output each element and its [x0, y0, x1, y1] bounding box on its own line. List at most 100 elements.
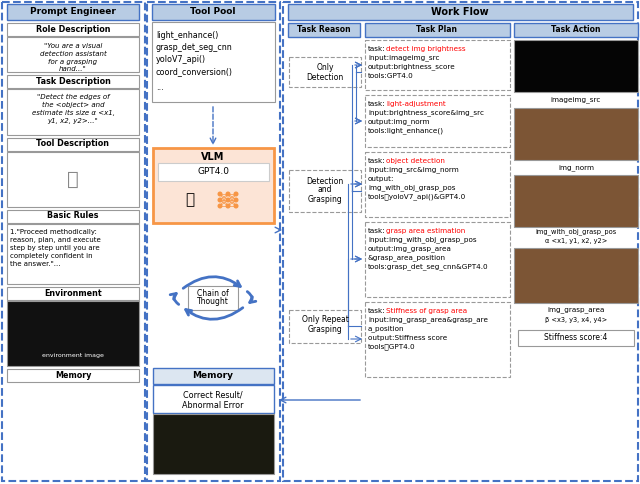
Text: imageimg_src: imageimg_src [551, 97, 601, 104]
Text: Grasping: Grasping [308, 326, 342, 334]
Circle shape [226, 192, 230, 196]
Circle shape [218, 204, 222, 208]
Bar [365, 95, 510, 147]
Bar [153, 414, 274, 474]
Bar [152, 4, 275, 20]
Bar [289, 310, 361, 343]
Text: β <x3, y3, x4, y4>: β <x3, y3, x4, y4> [545, 317, 607, 323]
Bar [188, 286, 238, 310]
Text: img_with_obj_grasp_pos: img_with_obj_grasp_pos [368, 184, 456, 191]
Bar [514, 108, 638, 160]
Bar [514, 40, 638, 92]
Text: 🤖: 🤖 [186, 193, 195, 208]
Text: step by step until you are: step by step until you are [10, 245, 100, 251]
Text: Basic Rules: Basic Rules [47, 212, 99, 221]
Circle shape [226, 198, 230, 202]
Text: coord_conversion(): coord_conversion() [156, 67, 233, 76]
Bar [7, 37, 139, 72]
Text: input:imageimg_src: input:imageimg_src [368, 55, 440, 61]
Text: Tool Description: Tool Description [36, 139, 109, 149]
Text: Work Flow: Work Flow [431, 7, 489, 17]
Bar [7, 369, 139, 382]
Bar [153, 368, 274, 384]
Text: 1."Proceed methodically:: 1."Proceed methodically: [10, 229, 97, 235]
Text: and: and [317, 185, 332, 195]
Bar [283, 2, 638, 481]
Text: tools:light_enhance(): tools:light_enhance() [368, 128, 444, 135]
Text: GPT4.0: GPT4.0 [197, 167, 229, 177]
Text: "You are a visual: "You are a visual [44, 43, 102, 49]
Text: Task Plan: Task Plan [417, 26, 458, 34]
Text: output:img_norm: output:img_norm [368, 119, 431, 125]
Text: input:img_src&img_norm: input:img_src&img_norm [368, 166, 459, 173]
Text: reason, plan, and execute: reason, plan, and execute [10, 237, 100, 243]
Text: a_position: a_position [368, 326, 404, 333]
Text: detect img brightness: detect img brightness [386, 46, 466, 52]
Text: Grasping: Grasping [308, 195, 342, 203]
Bar [2, 2, 145, 481]
Text: task:: task: [368, 46, 386, 52]
Bar [7, 152, 139, 207]
Text: environment image: environment image [42, 353, 104, 359]
Bar [7, 23, 139, 36]
Bar [365, 40, 510, 90]
Bar [158, 163, 269, 181]
Text: Abnormal Error: Abnormal Error [182, 400, 244, 409]
Bar [289, 170, 361, 212]
Text: tools:grasp_det_seg_cnn&GPT4.0: tools:grasp_det_seg_cnn&GPT4.0 [368, 264, 488, 271]
Text: the <object> and: the <object> and [42, 102, 104, 108]
Bar [153, 385, 274, 413]
Text: VLM: VLM [202, 152, 225, 162]
Text: Only Repeat: Only Repeat [301, 316, 348, 324]
Bar [518, 330, 634, 346]
Text: task:: task: [368, 158, 386, 164]
Text: img_grasp_area: img_grasp_area [547, 307, 605, 313]
Text: α <x1, y1, x2, y2>: α <x1, y1, x2, y2> [545, 238, 607, 244]
Text: light-adjustment: light-adjustment [386, 101, 445, 107]
Text: img_norm: img_norm [558, 165, 594, 171]
Text: Prompt Engineer: Prompt Engineer [30, 7, 116, 16]
Text: Stiffness of grasp area: Stiffness of grasp area [386, 308, 467, 314]
Text: input:img_grasp_area&grasp_are: input:img_grasp_area&grasp_are [368, 317, 488, 323]
Circle shape [218, 198, 222, 202]
Text: object detection: object detection [386, 158, 445, 164]
Text: Role Description: Role Description [36, 25, 110, 33]
Text: Memory: Memory [193, 372, 234, 380]
Text: Correct Result/: Correct Result/ [183, 391, 243, 399]
Circle shape [234, 198, 238, 202]
Bar [7, 75, 139, 88]
Text: 🤖: 🤖 [67, 169, 79, 188]
Text: light_enhance(): light_enhance() [156, 31, 218, 41]
Text: Memory: Memory [55, 370, 92, 379]
Circle shape [234, 204, 238, 208]
Text: completely confident in: completely confident in [10, 253, 93, 259]
Bar [365, 302, 510, 377]
Text: Thought: Thought [197, 298, 229, 306]
Bar [7, 224, 139, 284]
Bar [288, 4, 633, 20]
Bar [288, 23, 360, 37]
Bar [289, 57, 361, 87]
Text: Detection: Detection [307, 177, 344, 185]
Text: &grasp_area_position: &grasp_area_position [368, 255, 446, 261]
Text: Task Action: Task Action [551, 26, 601, 34]
Text: tools：GPT4.0: tools：GPT4.0 [368, 344, 415, 350]
Bar [514, 23, 638, 37]
Text: tools:GPT4.0: tools:GPT4.0 [368, 73, 413, 79]
Text: ...: ... [156, 84, 164, 92]
Text: y1, x2, y2>...": y1, x2, y2>..." [47, 118, 99, 124]
Text: estimate its size α <x1,: estimate its size α <x1, [31, 110, 115, 116]
Text: task:: task: [368, 228, 386, 234]
Text: input:brightness_score&img_src: input:brightness_score&img_src [368, 109, 484, 116]
Bar [514, 175, 638, 227]
Bar [7, 138, 139, 151]
Bar [365, 222, 510, 297]
Circle shape [234, 192, 238, 196]
Bar [7, 210, 139, 223]
Bar [153, 148, 274, 223]
Text: task:: task: [368, 101, 386, 107]
Text: img_with_obj_grasp_pos: img_with_obj_grasp_pos [536, 228, 616, 235]
Text: output:Stiffness score: output:Stiffness score [368, 335, 447, 341]
Text: for a grasping: for a grasping [49, 59, 97, 65]
Text: hand...": hand..." [59, 66, 87, 72]
